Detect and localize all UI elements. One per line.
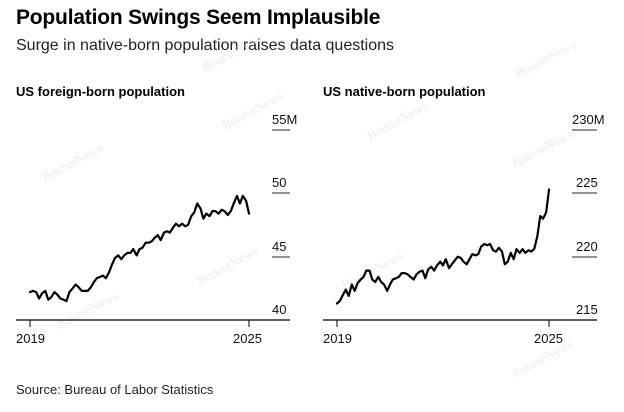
chart-native-born: US native-born population 230M 225 220 2…: [323, 84, 605, 346]
x-tick-label: 2019: [16, 331, 45, 346]
chart-foreign-born: US foreign-born population 55M 50 45 40 …: [16, 84, 297, 346]
watermark: BourseNews: [54, 288, 120, 332]
source-note: Source: Bureau of Labor Statistics: [16, 382, 214, 397]
x-tick-label: 2025: [233, 331, 262, 346]
watermark: BourseNews: [509, 126, 575, 170]
page-subtitle: Surge in native-born population raises d…: [16, 37, 395, 54]
series-line-foreign-born: [28, 194, 251, 303]
chart-title: US native-born population: [323, 84, 486, 99]
y-tick-label: 50: [272, 175, 286, 190]
y-tick-label: 225: [576, 175, 598, 190]
y-tick-label: 220: [576, 239, 598, 254]
page-title: Population Swings Seem Implausible: [16, 6, 381, 29]
watermark: BourseNews: [339, 248, 405, 292]
watermark: BourseNews: [364, 98, 430, 142]
x-tick-label: 2025: [534, 331, 563, 346]
watermark: BourseNews: [199, 30, 265, 74]
watermarks: BourseNews BourseNews BourseNews BourseN…: [39, 30, 578, 380]
y-tick-label: 45: [272, 239, 286, 254]
x-tick-label: 2019: [323, 331, 352, 346]
y-tick-label: 55M: [272, 112, 297, 127]
series-line-native-born: [335, 188, 551, 305]
chart-title: US foreign-born population: [16, 84, 185, 99]
watermark: BourseNews: [194, 243, 260, 287]
y-tick-label: 215: [576, 302, 598, 317]
y-tick-label: 40: [272, 302, 286, 317]
y-tick-label: 230M: [572, 112, 605, 127]
watermark: BourseNews: [512, 36, 578, 80]
watermark: BourseNews: [39, 140, 105, 184]
